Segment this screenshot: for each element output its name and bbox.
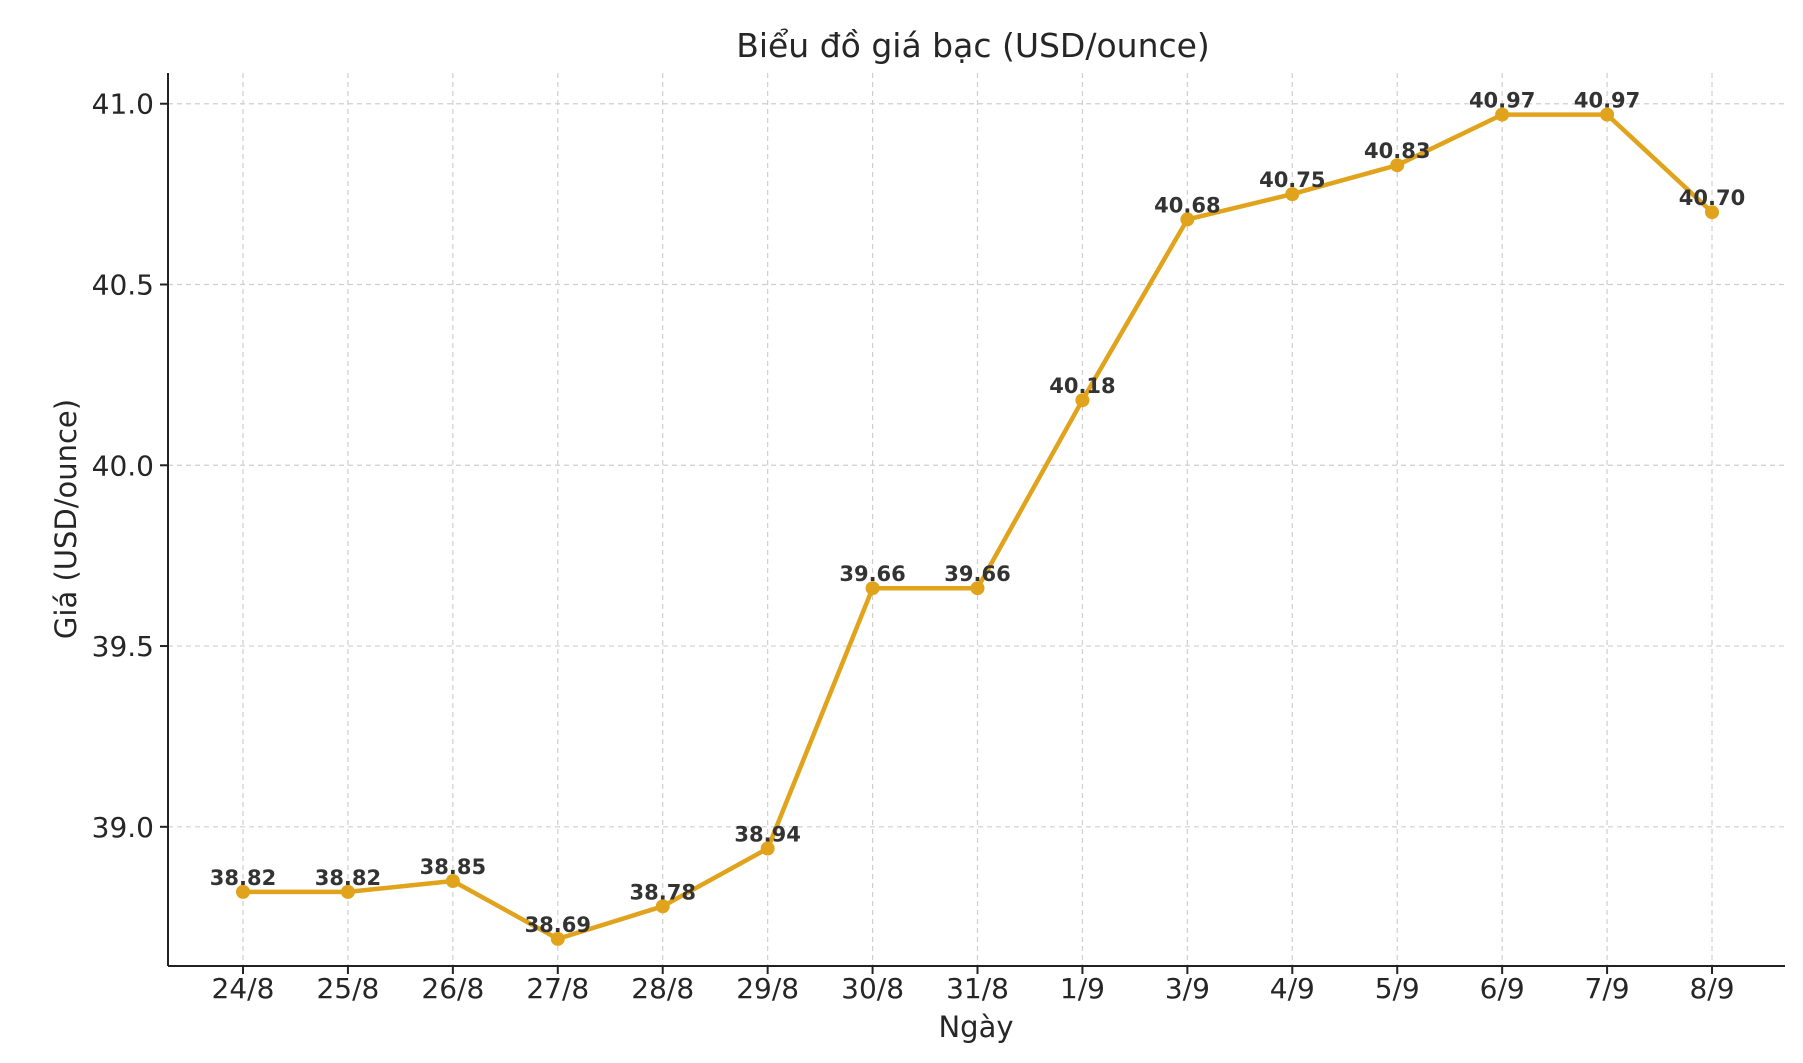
y-tick-label: 40.5 xyxy=(92,269,154,302)
y-axis-title: Giá (USD/ounce) xyxy=(49,399,83,639)
x-tick-label: 26/8 xyxy=(421,972,484,1005)
data-points xyxy=(236,107,1720,946)
data-label: 38.85 xyxy=(420,855,486,879)
data-label: 39.66 xyxy=(839,562,905,586)
data-label: 40.70 xyxy=(1679,186,1745,210)
data-label: 40.75 xyxy=(1259,168,1325,192)
data-point xyxy=(1705,205,1720,220)
data-point xyxy=(1075,393,1090,408)
data-point xyxy=(550,931,565,946)
y-axis-ticks: 39.0 39.5 40.0 40.5 41.0 xyxy=(92,88,168,844)
data-label: 38.82 xyxy=(315,866,381,890)
data-point xyxy=(655,899,670,914)
data-point xyxy=(1285,187,1300,202)
data-label: 39.66 xyxy=(944,562,1010,586)
data-point xyxy=(1180,212,1195,227)
data-point xyxy=(445,874,460,889)
x-tick-label: 1/9 xyxy=(1060,972,1105,1005)
data-point xyxy=(760,841,775,856)
data-point xyxy=(865,581,880,596)
x-tick-label: 31/8 xyxy=(946,972,1009,1005)
data-label: 40.97 xyxy=(1469,89,1535,113)
data-point xyxy=(340,884,355,899)
data-label: 40.83 xyxy=(1364,139,1430,163)
data-label: 40.18 xyxy=(1049,374,1115,398)
x-tick-label: 7/9 xyxy=(1585,972,1630,1005)
x-tick-label: 30/8 xyxy=(841,972,904,1005)
x-axis-title: Ngày xyxy=(938,1010,1013,1044)
x-tick-label: 24/8 xyxy=(212,972,275,1005)
data-label: 40.68 xyxy=(1154,193,1220,217)
data-label: 38.78 xyxy=(630,880,696,904)
grid xyxy=(168,73,1785,966)
data-point xyxy=(970,581,985,596)
x-tick-label: 29/8 xyxy=(736,972,799,1005)
data-point xyxy=(1390,158,1405,173)
x-tick-label: 8/9 xyxy=(1689,972,1734,1005)
x-tick-label: 28/8 xyxy=(631,972,694,1005)
x-tick-label: 4/9 xyxy=(1270,972,1315,1005)
data-point xyxy=(1600,107,1615,122)
data-label: 38.94 xyxy=(734,823,800,847)
y-tick-label: 39.0 xyxy=(92,811,154,844)
data-label: 38.69 xyxy=(525,913,591,937)
axes xyxy=(167,73,1785,967)
x-tick-label: 25/8 xyxy=(316,972,379,1005)
x-tick-label: 5/9 xyxy=(1375,972,1420,1005)
y-tick-label: 40.0 xyxy=(92,449,154,482)
data-labels: 38.82 38.82 38.85 38.69 38.78 38.94 39.66 39.66… xyxy=(210,89,1745,937)
data-label: 38.82 xyxy=(210,866,276,890)
x-tick-label: 6/9 xyxy=(1480,972,1525,1005)
data-point xyxy=(236,884,250,899)
x-tick-label: 3/9 xyxy=(1165,972,1210,1005)
data-point xyxy=(1495,107,1510,122)
chart-title: Biểu đồ giá bạc (USD/ounce) xyxy=(736,26,1210,65)
y-tick-label: 41.0 xyxy=(92,88,154,121)
data-label: 40.97 xyxy=(1574,89,1640,113)
x-axis-ticks: 24/8 25/8 26/8 27/8 28/8 29/8 30/8 31/8 1/9 3/9 4/… xyxy=(212,966,1735,1005)
y-tick-label: 39.5 xyxy=(92,630,154,663)
x-tick-label: 27/8 xyxy=(526,972,589,1005)
